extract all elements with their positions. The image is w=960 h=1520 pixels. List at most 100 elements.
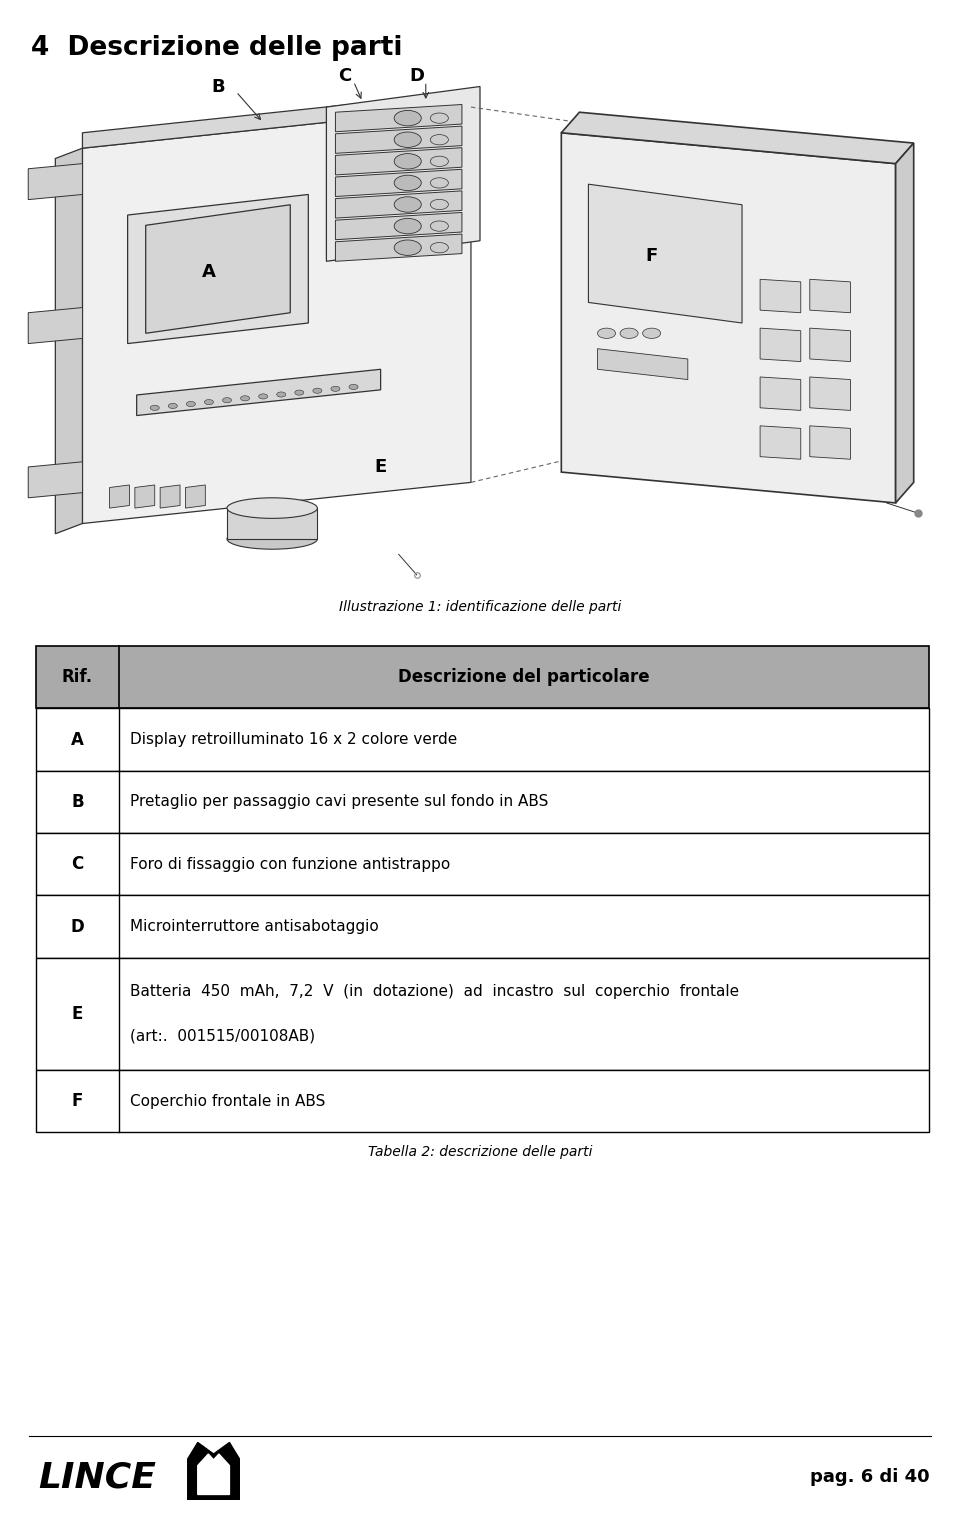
Circle shape [349,385,358,389]
Circle shape [276,392,286,397]
Text: B: B [71,793,84,810]
Bar [36,895,929,958]
Text: Rif.: Rif. [62,669,93,686]
Circle shape [395,175,421,190]
Circle shape [241,395,250,401]
Text: Descrizione del particolare: Descrizione del particolare [398,669,650,686]
Text: D: D [409,67,424,85]
Polygon shape [128,195,308,344]
Text: B: B [211,78,225,96]
Polygon shape [335,192,462,217]
Circle shape [295,391,303,395]
Polygon shape [185,485,205,508]
Circle shape [313,388,322,394]
Circle shape [620,328,638,339]
Polygon shape [810,426,851,459]
Polygon shape [326,87,480,261]
Polygon shape [335,213,462,240]
Bar [36,833,929,895]
Text: Illustrazione 1: identificazione delle parti: Illustrazione 1: identificazione delle p… [339,600,621,614]
Polygon shape [760,280,801,313]
Text: Foro di fissaggio con funzione antistrappo: Foro di fissaggio con funzione antistrap… [131,857,450,872]
Circle shape [186,401,196,406]
Bar [36,708,929,771]
Polygon shape [810,280,851,313]
Circle shape [395,111,421,126]
Bar [36,646,929,708]
Polygon shape [187,1442,240,1500]
Text: A: A [71,731,84,748]
Circle shape [395,196,421,213]
Polygon shape [146,205,290,333]
Polygon shape [109,485,130,508]
Text: Batteria  450  mAh,  7,2  V  (in  dotazione)  ad  incastro  sul  coperchio  fron: Batteria 450 mAh, 7,2 V (in dotazione) a… [131,983,739,999]
Polygon shape [227,508,318,540]
Polygon shape [335,147,462,175]
Text: Coperchio frontale in ABS: Coperchio frontale in ABS [131,1094,325,1108]
Polygon shape [562,132,896,503]
Text: Pretaglio per passaggio cavi presente sul fondo in ABS: Pretaglio per passaggio cavi presente su… [131,795,548,809]
Text: D: D [71,918,84,936]
Polygon shape [335,126,462,154]
Bar [36,771,929,833]
Polygon shape [28,307,83,344]
Circle shape [597,328,615,339]
Polygon shape [335,105,462,132]
Polygon shape [335,234,462,261]
Text: A: A [202,263,216,281]
Ellipse shape [227,499,318,518]
Polygon shape [198,1455,229,1494]
Ellipse shape [227,529,318,549]
Polygon shape [28,164,83,199]
Text: Tabella 2: descrizione delle parti: Tabella 2: descrizione delle parti [368,1145,592,1158]
Circle shape [642,328,660,339]
Circle shape [430,199,448,210]
Bar [36,1070,929,1132]
Polygon shape [28,462,83,499]
Text: E: E [374,458,387,476]
Circle shape [223,398,231,403]
Polygon shape [760,377,801,410]
Text: Microinterruttore antisabotaggio: Microinterruttore antisabotaggio [131,920,379,935]
Circle shape [430,112,448,123]
Text: C: C [71,856,84,874]
Bar [36,958,929,1070]
Text: LINCE: LINCE [38,1461,156,1494]
Polygon shape [335,169,462,196]
Polygon shape [760,328,801,362]
Text: C: C [338,67,351,85]
Polygon shape [56,149,83,534]
Text: F: F [72,1093,84,1110]
Circle shape [258,394,268,398]
Text: 4  Descrizione delle parti: 4 Descrizione delle parti [31,35,402,61]
Polygon shape [136,369,380,415]
Polygon shape [160,485,180,508]
Circle shape [430,157,448,167]
Polygon shape [83,106,471,523]
Polygon shape [810,377,851,410]
Text: E: E [72,1005,84,1023]
Text: (art:.  001515/00108AB): (art:. 001515/00108AB) [131,1029,315,1044]
Polygon shape [588,184,742,324]
Polygon shape [810,328,851,362]
Text: pag. 6 di 40: pag. 6 di 40 [809,1468,929,1487]
Circle shape [168,403,178,409]
Polygon shape [896,143,914,503]
Polygon shape [134,485,155,508]
Polygon shape [83,91,471,149]
Circle shape [204,400,213,404]
Circle shape [430,178,448,188]
Circle shape [430,220,448,231]
Text: Display retroilluminato 16 x 2 colore verde: Display retroilluminato 16 x 2 colore ve… [131,733,457,746]
Circle shape [430,243,448,252]
Circle shape [395,219,421,234]
Circle shape [150,406,159,410]
Circle shape [395,240,421,255]
Circle shape [430,135,448,144]
Text: F: F [645,248,658,264]
Polygon shape [760,426,801,459]
Circle shape [331,386,340,391]
Circle shape [395,132,421,147]
Polygon shape [562,112,914,164]
Circle shape [395,154,421,169]
